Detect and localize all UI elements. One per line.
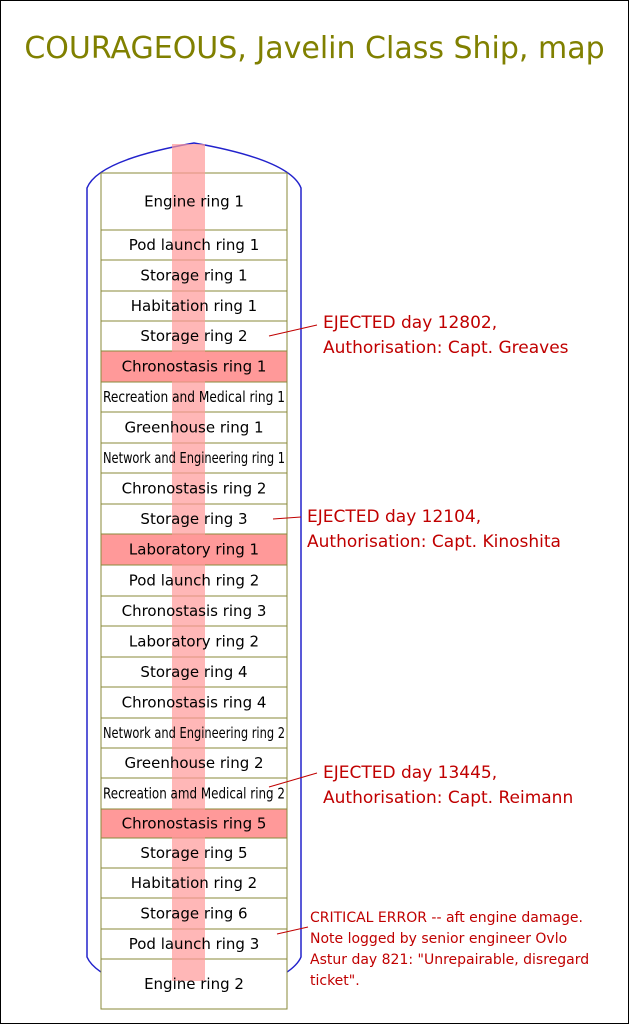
ejection-note-laboratory-ring-1: EJECTED day 12104, Authorisation: Capt. … (307, 505, 561, 555)
note-line: Note logged by senior engineer Ovlo (310, 931, 568, 947)
ejection-note-chronostasis-ring-5: EJECTED day 13445, Authorisation: Capt. … (323, 761, 573, 811)
note-line: EJECTED day 12104, (307, 507, 482, 527)
note-line: ticket". (310, 973, 360, 989)
note-line: Authorisation: Capt. Reimann (323, 788, 574, 808)
leader-line (268, 772, 318, 788)
ring-label: Storage ring 1 (140, 267, 247, 285)
note-line: Authorisation: Capt. Kinoshita (307, 532, 561, 552)
ring-label: Habitation ring 1 (131, 297, 257, 315)
ring-labels: Engine ring 1 Pod launch ring 1 Storage ri… (103, 193, 285, 994)
ring-label: Chronostasis ring 2 (122, 480, 267, 498)
ring-label: Pod launch ring 3 (129, 935, 260, 953)
ring-label: Chronostasis ring 1 (122, 358, 267, 376)
ring-label: Storage ring 2 (140, 327, 247, 345)
leader-line (268, 324, 318, 337)
note-line: EJECTED day 13445, (323, 763, 498, 783)
ring-label: Greenhouse ring 2 (124, 754, 263, 772)
ring-label: Storage ring 4 (140, 663, 247, 681)
leader-line (272, 516, 302, 520)
map-title: COURAGEOUS, Javelin Class Ship, map (24, 31, 605, 66)
ring-label: Engine ring 1 (144, 193, 244, 211)
ring-label: Storage ring 5 (140, 844, 247, 862)
ring-label: Network and Engineering ring 2 (103, 724, 285, 742)
center-stripe (172, 144, 205, 981)
ring-label: Chronostasis ring 5 (122, 815, 267, 833)
ring-label: Network and Engineering ring 1 (103, 449, 285, 467)
note-line: Authorisation: Capt. Greaves (323, 338, 569, 358)
ring-label: Chronostasis ring 4 (122, 694, 267, 712)
note-line: Astur day 821: "Unrepairable, disregard (310, 952, 590, 968)
ring-label: Laboratory ring 1 (129, 541, 259, 559)
ring-label: Habitation ring 2 (131, 874, 257, 892)
ring-label: Engine ring 2 (144, 975, 244, 993)
leader-line (276, 926, 309, 935)
ring-label: Pod launch ring 2 (129, 572, 260, 590)
ring-label: Pod launch ring 1 (129, 236, 260, 254)
ring-label: Greenhouse ring 1 (124, 419, 263, 437)
leader-lines (268, 324, 318, 935)
critical-error-note: CRITICAL ERROR -- aft engine damage. Not… (310, 908, 589, 992)
ring-label: Chronostasis ring 3 (122, 602, 267, 620)
ring-label: Storage ring 3 (140, 510, 247, 528)
ring-label: Recreation amd Medical ring 2 (103, 785, 285, 803)
note-line: EJECTED day 12802, (323, 313, 498, 333)
ring-label: Recreation and Medical ring 1 (103, 388, 285, 406)
ring-label: Laboratory ring 2 (129, 633, 259, 651)
ring-label: Storage ring 6 (140, 905, 247, 923)
ejection-note-chronostasis-ring-1: EJECTED day 12802, Authorisation: Capt. … (323, 311, 569, 361)
note-line: CRITICAL ERROR -- aft engine damage. (310, 910, 583, 926)
